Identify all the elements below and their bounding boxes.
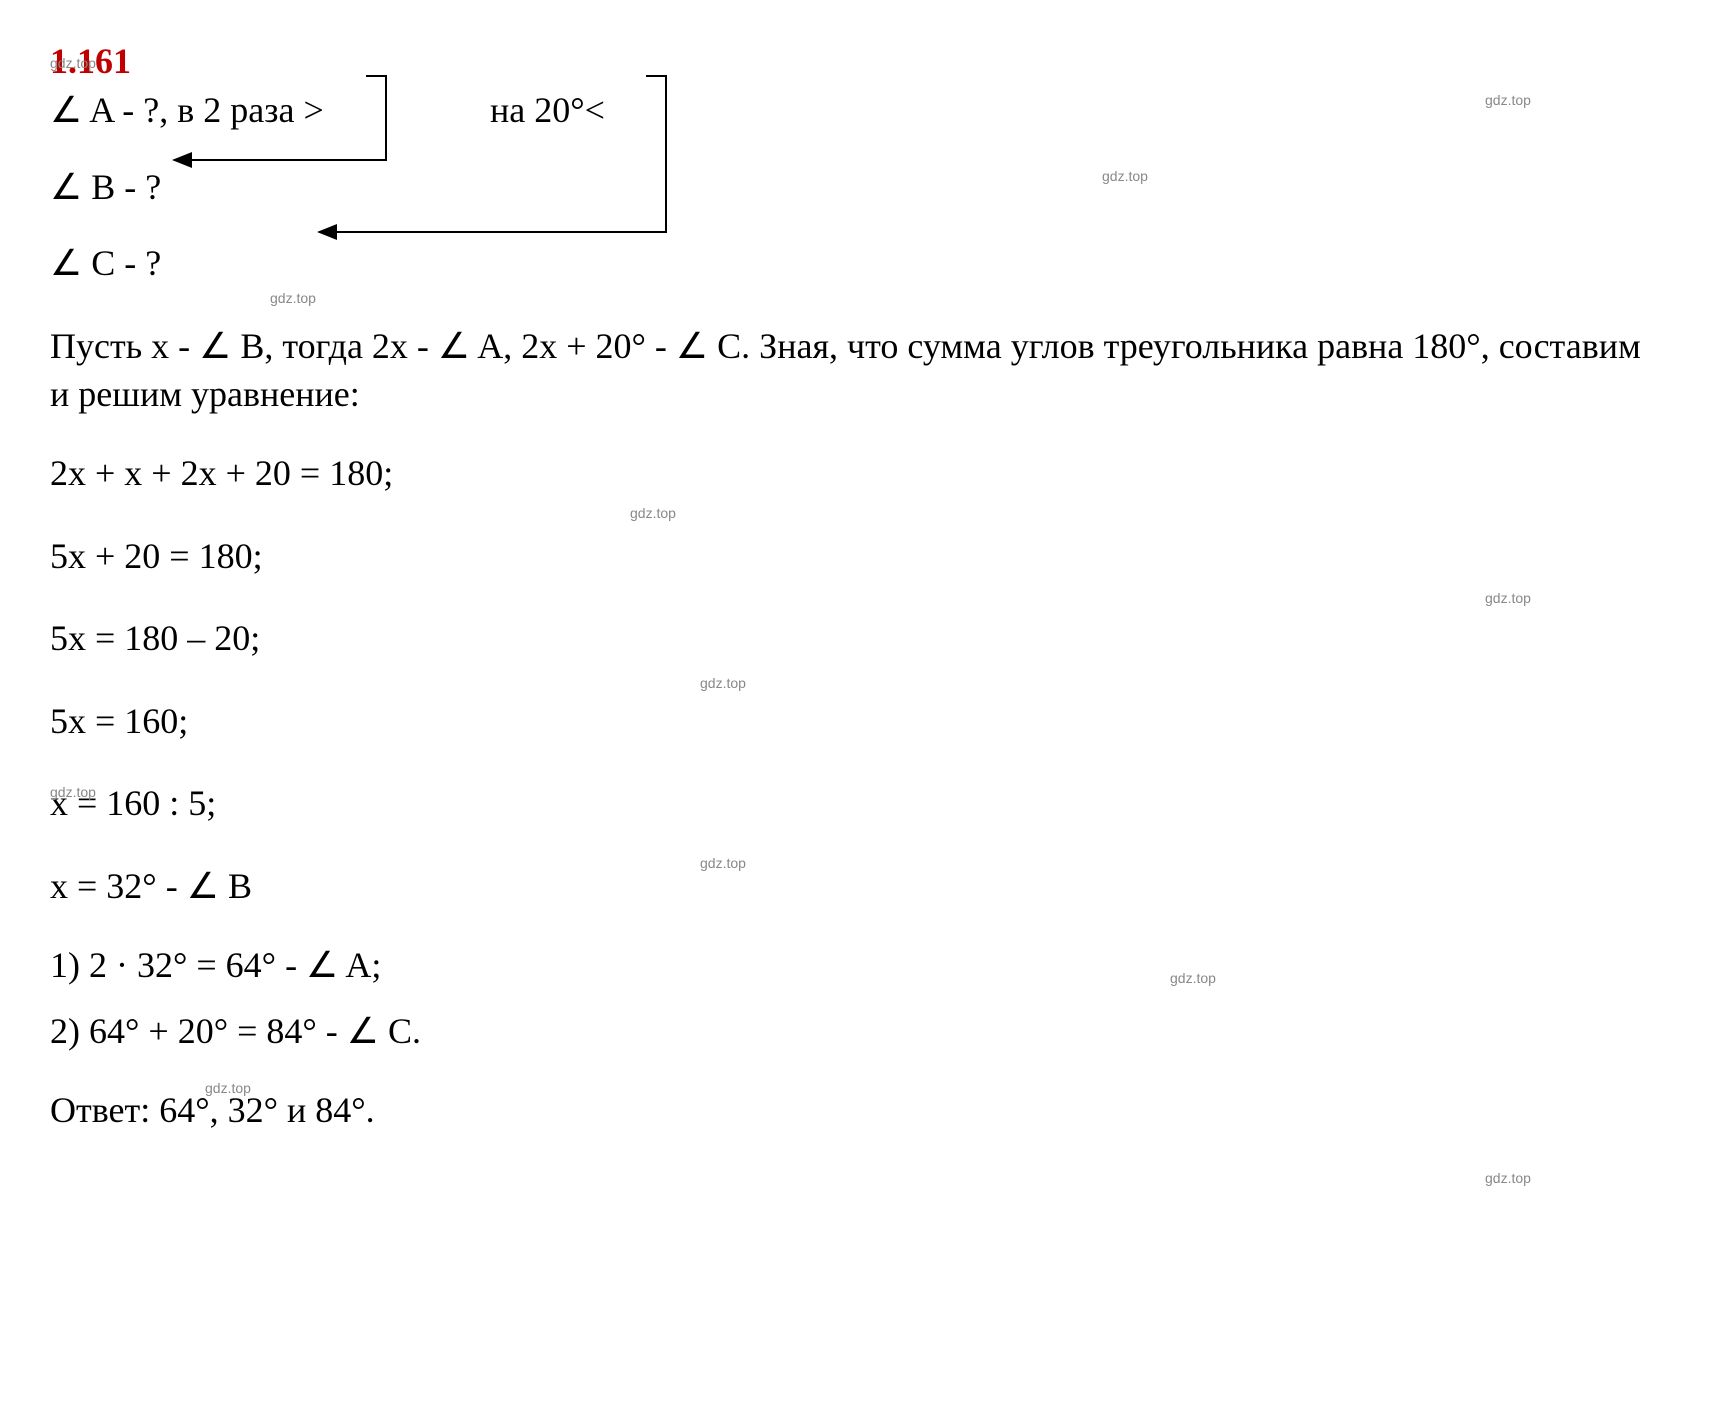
problem-number: 1.161: [50, 40, 1664, 82]
watermark: gdz.top: [270, 290, 316, 306]
equation-5: x = 160 : 5;: [50, 779, 1664, 828]
angle-a-right: на 20°<: [390, 86, 605, 135]
equation-6: x = 32° - ∠ B: [50, 862, 1664, 911]
angle-a-left: ∠ A - ?, в 2 раза >: [50, 86, 390, 135]
step-1: 1) 2 · 32° = 64° - ∠ A;: [50, 941, 1664, 990]
watermark: gdz.top: [1485, 590, 1531, 606]
watermark: gdz.top: [630, 505, 676, 521]
watermark: gdz.top: [1485, 1170, 1531, 1186]
equation-3: 5x = 180 – 20;: [50, 614, 1664, 663]
setup-row-c: ∠ C - ?: [50, 239, 1664, 288]
watermark: gdz.top: [700, 675, 746, 691]
step-2: 2) 64° + 20° = 84° - ∠ C.: [50, 1007, 1664, 1056]
equation-1: 2x + x + 2x + 20 = 180;: [50, 449, 1664, 498]
equation-2: 5x + 20 = 180;: [50, 532, 1664, 581]
setup-row-b: ∠ B - ?: [50, 163, 1664, 212]
answer: Ответ: 64°, 32° и 84°.: [50, 1086, 1664, 1135]
setup-row-a: ∠ A - ?, в 2 раза > на 20°<: [50, 86, 1664, 135]
equation-4: 5x = 160;: [50, 697, 1664, 746]
explanation-paragraph: Пусть x - ∠ B, тогда 2x - ∠ A, 2x + 20° …: [50, 322, 1664, 419]
